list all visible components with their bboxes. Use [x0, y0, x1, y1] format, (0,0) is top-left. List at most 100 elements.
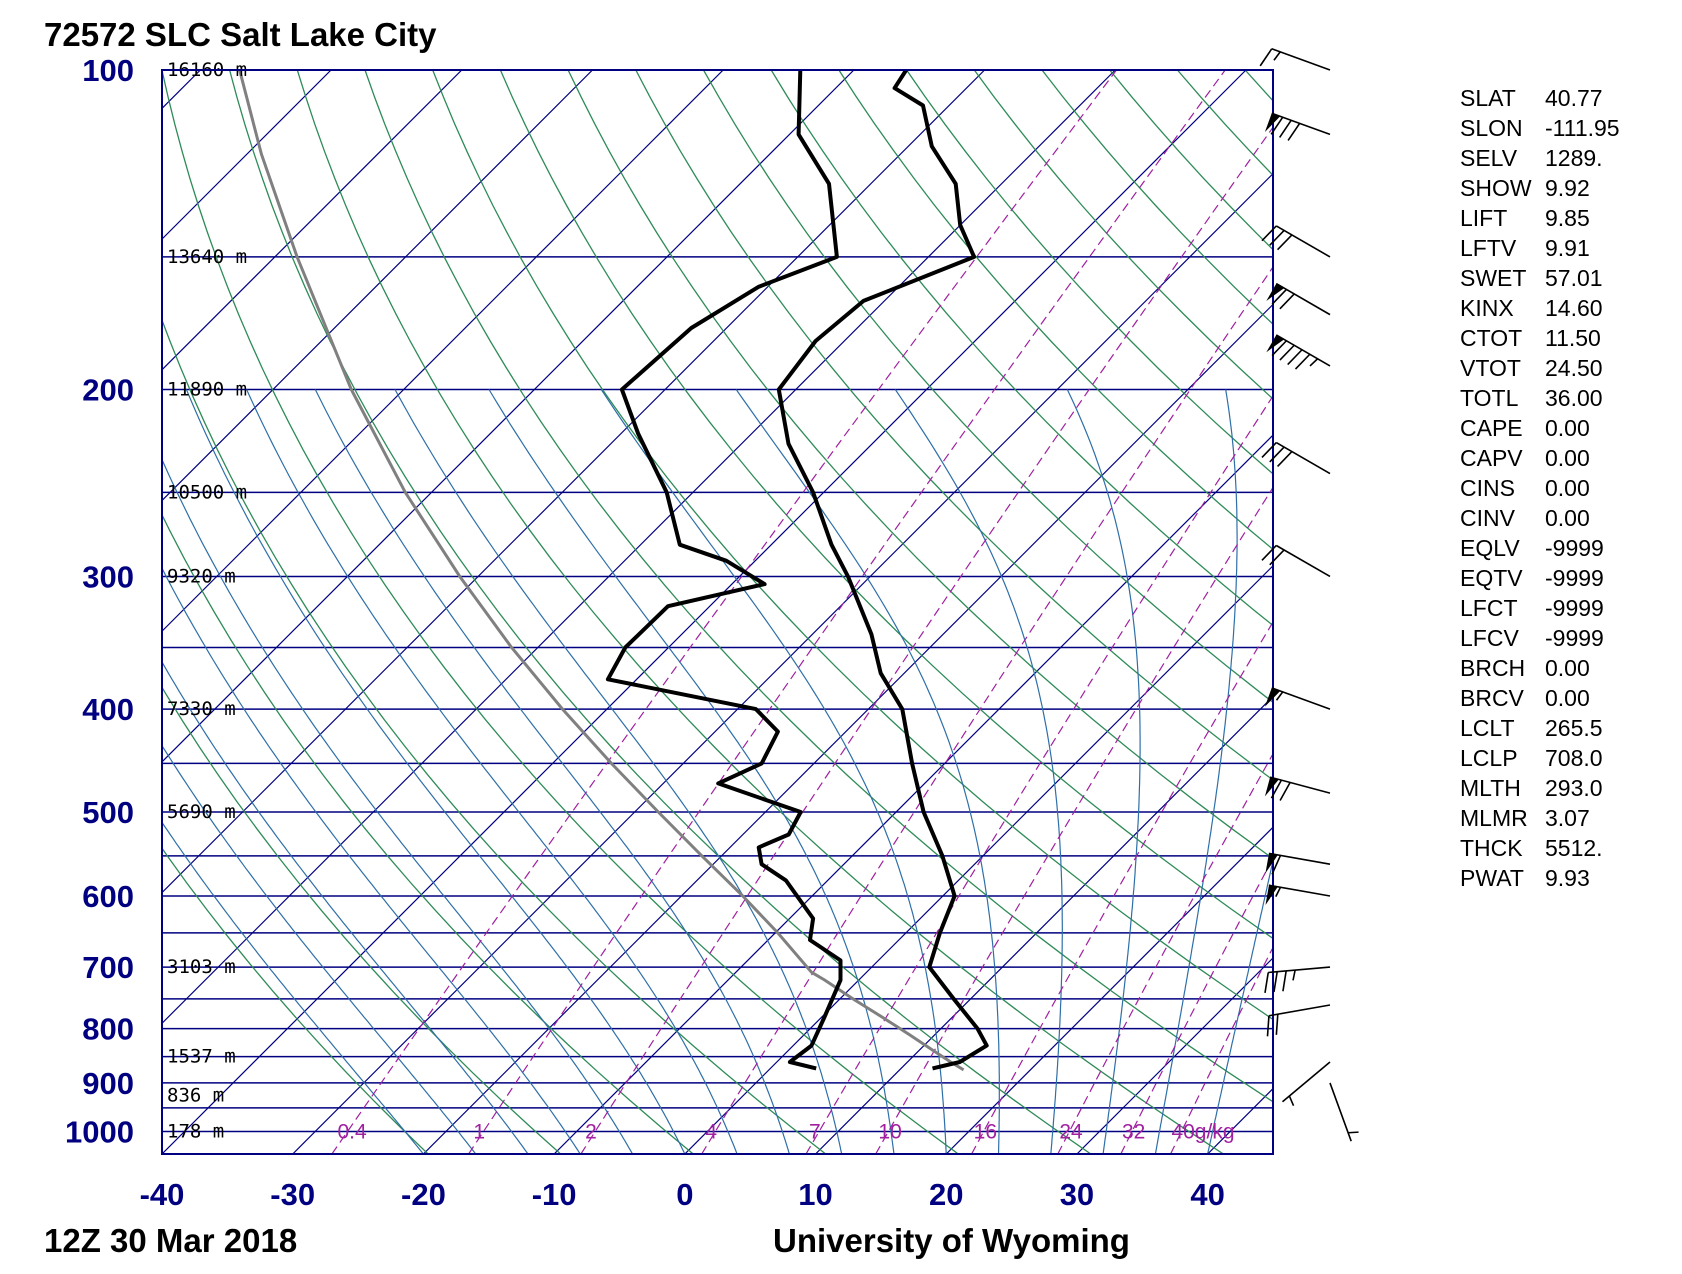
index-value: 0.00 [1545, 445, 1590, 471]
index-name: LFTV [1460, 235, 1517, 261]
barb-full-feather [1271, 340, 1288, 357]
isotherm-line [162, 70, 1116, 1025]
diagram-grid [162, 70, 1273, 1154]
wind-barb [1266, 334, 1331, 370]
barb-full-feather [1259, 48, 1273, 67]
dry-adiabat [296, 70, 1224, 1154]
moist-adiabat [488, 389, 895, 1154]
barb-staff [1275, 334, 1331, 367]
barb-staff [1271, 112, 1331, 136]
barb-staff [1271, 687, 1331, 710]
index-name: SLAT [1460, 85, 1516, 111]
moist-adiabat [162, 821, 424, 1154]
height-label: 178 m [167, 1121, 224, 1143]
mixing-ratio-label: 32 [1122, 1121, 1145, 1144]
moist-adiabat [162, 660, 529, 1154]
height-label: 3103 m [167, 956, 236, 978]
sounding-profiles [238, 70, 989, 1072]
moist-adiabat [1207, 857, 1273, 1154]
barb-full-feather [1270, 779, 1283, 799]
wind-barb [1266, 282, 1331, 316]
barb-staff [1268, 884, 1331, 897]
dry-adiabat [162, 70, 959, 1154]
pressure-axis: 100 200 300 400 500 600 700 800 900 1000 [65, 53, 134, 1150]
mixing-ratio-line [875, 486, 1273, 1154]
index-value: 293.0 [1545, 775, 1603, 801]
temperature-tick-label: 0 [676, 1177, 693, 1212]
barb-full-feather [1287, 349, 1303, 366]
index-name: LCLT [1460, 715, 1515, 741]
isotherm-line [1207, 1087, 1273, 1154]
dry-adiabat [702, 70, 1273, 704]
wind-barb [1265, 852, 1331, 875]
barb-full-feather [1261, 225, 1277, 242]
height-label: 7330 m [167, 698, 236, 720]
moist-adiabat [162, 744, 477, 1154]
index-value: 9.91 [1545, 235, 1590, 261]
moist-adiabat [162, 567, 581, 1154]
footer-date: 12Z 30 Mar 2018 [44, 1222, 297, 1259]
moist-adiabat [735, 389, 1000, 1154]
barb-full-feather [1270, 116, 1284, 135]
mixing-ratio-label: 7 [809, 1121, 821, 1144]
pressure-tick-label: 600 [82, 879, 134, 914]
pressure-tick-label: 100 [82, 53, 134, 88]
index-name: LCLP [1460, 745, 1518, 771]
index-name: CINV [1460, 505, 1516, 531]
moist-adiabat [162, 458, 634, 1154]
wind-barb [1281, 1061, 1331, 1106]
barb-half-feather [1292, 969, 1296, 981]
index-name: LFCV [1460, 625, 1519, 651]
mixing-ratio-label: 4 [705, 1121, 717, 1144]
dry-adiabat [1176, 70, 1273, 177]
index-name: BRCH [1460, 655, 1525, 681]
pressure-tick-label: 200 [82, 373, 134, 408]
temperature-tick-label: -10 [532, 1177, 577, 1212]
barb-full-feather [1264, 972, 1270, 993]
index-name: LIFT [1460, 205, 1507, 231]
index-value: 0.00 [1545, 415, 1590, 441]
index-name: CAPE [1460, 415, 1523, 441]
index-value: 40.77 [1545, 85, 1603, 111]
height-label: 11890 m [167, 379, 247, 401]
index-name: MLTH [1460, 775, 1521, 801]
index-value: 0.00 [1545, 685, 1590, 711]
barb-full-feather [1271, 288, 1288, 305]
dry-adiabat [770, 70, 1273, 627]
barb-half-feather [1273, 51, 1281, 61]
mixing-ratio-line [580, 126, 1273, 1154]
isotherm-line [162, 70, 332, 240]
height-label: 9320 m [167, 565, 236, 587]
index-value: 0.00 [1545, 505, 1590, 531]
mixing-ratio-line [805, 394, 1273, 1154]
barb-staff [1268, 1004, 1331, 1017]
temperature-profile-line [776, 70, 989, 1071]
wind-barb [1261, 544, 1331, 578]
index-value: -9999 [1545, 625, 1604, 651]
barb-half-feather [1275, 691, 1284, 701]
wind-barb [1266, 1004, 1331, 1037]
dry-adiabat [567, 70, 1273, 860]
barb-full-feather [1269, 446, 1285, 463]
dry-adiabat [162, 513, 694, 1154]
height-label: 1537 m [167, 1046, 236, 1068]
mixing-ratio-line [1120, 857, 1273, 1154]
index-name: CTOT [1460, 325, 1522, 351]
barb-flag [1266, 334, 1285, 353]
pressure-tick-label: 300 [82, 559, 134, 594]
isotherm-line [162, 70, 1247, 1154]
plot-frame [161, 69, 1274, 1155]
mixing-ratio-label: 16 [974, 1121, 997, 1144]
wind-barb [1259, 48, 1331, 71]
dry-adiabat [432, 70, 1273, 1021]
index-value: 36.00 [1545, 385, 1603, 411]
isotherm-line [815, 695, 1273, 1154]
moist-adiabat [894, 389, 1063, 1154]
wind-barb [1264, 112, 1331, 141]
wind-barb [1329, 1082, 1359, 1142]
barb-flag [1265, 853, 1278, 874]
temperature-tick-label: 20 [929, 1177, 963, 1212]
barb-flag [1264, 113, 1281, 133]
barb-staff [1268, 852, 1331, 865]
wind-barb [1261, 225, 1331, 258]
